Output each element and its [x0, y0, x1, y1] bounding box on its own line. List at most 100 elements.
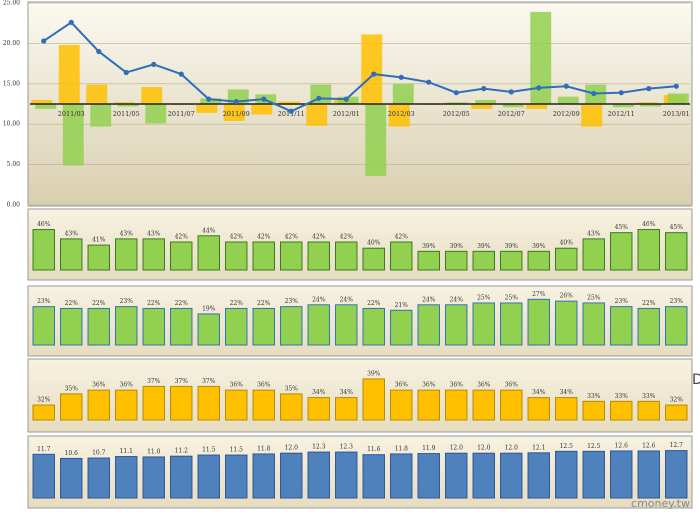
- bar: [142, 238, 165, 271]
- value-label: 46%: [642, 221, 656, 228]
- side-mark: D: [692, 372, 700, 388]
- value-label: 33%: [615, 393, 629, 400]
- value-label: 22%: [175, 300, 189, 307]
- value-label: 11.0: [147, 448, 161, 455]
- bar: [475, 99, 497, 104]
- value-label: 36%: [505, 382, 519, 389]
- point: [96, 48, 102, 55]
- bar: [362, 307, 385, 346]
- bar: [307, 241, 330, 271]
- bar: [637, 450, 660, 499]
- bar: [141, 87, 163, 104]
- bar: [637, 229, 660, 271]
- x-tick-label: 2012/01: [333, 110, 360, 118]
- bar: [307, 304, 330, 346]
- bar: [390, 309, 413, 346]
- value-label: 41%: [92, 237, 106, 244]
- bar: [280, 452, 303, 499]
- bar: [445, 304, 468, 346]
- bar: [362, 454, 385, 499]
- panel: [27, 358, 693, 433]
- x-tick-label: 2012/07: [498, 110, 525, 118]
- value-label: 11.9: [422, 445, 436, 452]
- bar: [32, 229, 55, 271]
- bar: [637, 400, 660, 421]
- value-label: 24%: [450, 296, 464, 303]
- value-label: 42%: [285, 234, 299, 241]
- bar: [252, 453, 275, 499]
- bar: [557, 96, 579, 104]
- value-label: 25%: [505, 294, 519, 301]
- point: [508, 89, 514, 95]
- bar: [555, 450, 578, 499]
- point: [261, 96, 267, 102]
- value-label: 19%: [202, 305, 216, 312]
- bar: [225, 389, 248, 421]
- bar: [307, 451, 330, 499]
- bar: [502, 104, 524, 108]
- value-label: 36%: [120, 382, 134, 389]
- bar: [252, 241, 275, 271]
- y-tick-label: 5.00: [7, 161, 21, 168]
- bar: [610, 306, 633, 346]
- bar: [527, 397, 550, 421]
- value-label: 42%: [175, 234, 189, 241]
- value-label: 37%: [175, 378, 189, 385]
- value-label: 21%: [395, 302, 409, 309]
- y-tick-label: 10.00: [3, 121, 20, 128]
- x-tick-label: 2012/11: [608, 110, 635, 118]
- point: [453, 90, 459, 96]
- value-label: 22%: [147, 300, 161, 307]
- bar: [280, 306, 303, 346]
- bar: [170, 307, 193, 346]
- bar: [62, 104, 84, 166]
- bar: [447, 102, 469, 104]
- bar: [555, 247, 578, 271]
- bar: [665, 450, 688, 499]
- bar: [472, 389, 495, 421]
- bar: [200, 98, 222, 104]
- value-label: 36%: [92, 382, 106, 389]
- bar: [142, 385, 165, 421]
- value-label: 36%: [477, 382, 491, 389]
- bar: [225, 454, 248, 499]
- value-label: 24%: [340, 296, 354, 303]
- value-label: 42%: [395, 234, 409, 241]
- value-label: 11.5: [230, 447, 244, 454]
- x-tick-label: 2012/09: [553, 110, 580, 118]
- bar: [197, 235, 220, 271]
- bar: [392, 83, 414, 104]
- bar: [582, 302, 605, 346]
- bar: [196, 104, 218, 113]
- bar: [87, 244, 110, 271]
- value-label: 12.1: [532, 444, 545, 451]
- bar: [170, 455, 193, 499]
- value-label: 12.5: [560, 443, 574, 450]
- value-label: 26%: [560, 293, 574, 300]
- x-tick-label: 2011/03: [58, 110, 85, 118]
- value-label: 42%: [257, 234, 271, 241]
- bar: [197, 385, 220, 421]
- bar: [636, 102, 658, 104]
- value-label: 39%: [505, 243, 519, 250]
- value-label: 36%: [257, 382, 271, 389]
- value-label: 11.7: [37, 446, 51, 453]
- bar: [362, 247, 385, 271]
- value-label: 39%: [450, 243, 464, 250]
- bar: [445, 250, 468, 271]
- bar: [115, 238, 138, 271]
- bar: [115, 389, 138, 421]
- bar: [32, 306, 55, 346]
- value-label: 35%: [65, 385, 79, 392]
- value-label: 12.3: [340, 444, 354, 451]
- value-label: 37%: [202, 378, 216, 385]
- bar: [417, 250, 440, 271]
- value-label: 23%: [615, 298, 629, 305]
- value-label: 43%: [120, 230, 134, 237]
- bar: [145, 104, 167, 124]
- panel: [27, 435, 693, 509]
- value-label: 36%: [450, 382, 464, 389]
- x-tick-label: 2012/05: [443, 110, 470, 118]
- value-label: 12.5: [587, 443, 601, 450]
- point: [233, 98, 239, 105]
